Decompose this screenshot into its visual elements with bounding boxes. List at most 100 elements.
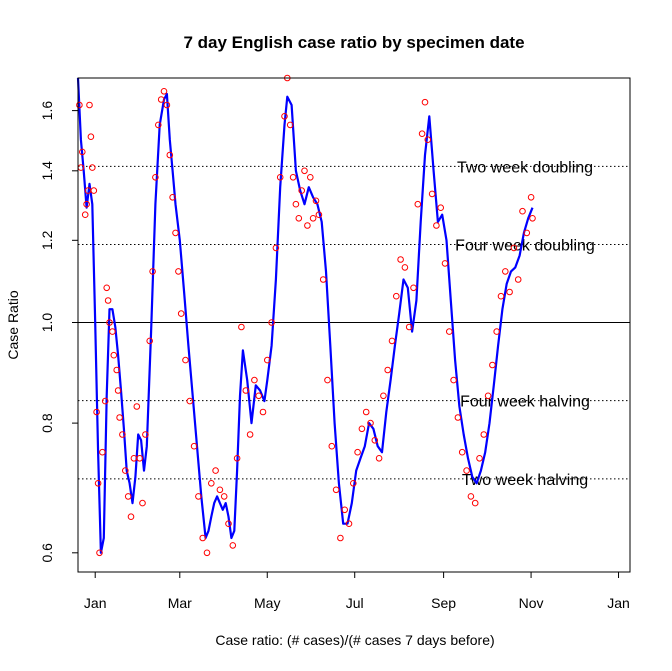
data-point — [301, 167, 308, 175]
data-point — [104, 297, 112, 304]
data-point — [203, 549, 211, 557]
data-point — [81, 211, 89, 218]
data-point — [437, 204, 445, 211]
y-tick-label: 0.6 — [39, 543, 55, 563]
data-point — [476, 455, 483, 462]
data-point — [90, 187, 98, 194]
data-point — [116, 414, 123, 421]
data-point — [307, 174, 314, 181]
y-axis-label: Case Ratio — [5, 290, 21, 359]
data-point — [238, 323, 245, 331]
x-tick-label: Sep — [431, 595, 456, 611]
data-point — [350, 480, 357, 487]
data-point — [519, 207, 526, 215]
data-point — [216, 486, 224, 494]
data-point — [312, 197, 320, 205]
reference-lines — [78, 165, 630, 480]
x-axis-label: Case ratio: (# cases)/(# cases 7 days be… — [215, 632, 494, 648]
x-tick-label: Jul — [346, 595, 364, 611]
data-point — [255, 392, 263, 400]
data-point — [146, 337, 153, 345]
data-point — [463, 467, 470, 474]
data-point — [484, 392, 492, 400]
data-point — [195, 493, 202, 500]
data-point — [324, 376, 331, 384]
y-tick-label: 0.8 — [39, 413, 55, 433]
data-point — [458, 448, 466, 456]
data-point — [133, 403, 141, 410]
data-point — [527, 194, 535, 201]
data-point — [190, 442, 198, 450]
data-point — [388, 337, 396, 345]
data-point — [142, 431, 149, 438]
reference-line-label: Four week halving — [460, 394, 590, 411]
data-point — [393, 292, 400, 300]
data-point — [433, 222, 440, 229]
data-point — [514, 276, 522, 283]
data-point — [76, 101, 83, 109]
data-point — [405, 323, 413, 331]
data-point — [319, 276, 327, 283]
data-point — [529, 215, 536, 222]
data-point — [362, 408, 370, 416]
y-tick-label: 1.4 — [39, 161, 55, 181]
data-point — [414, 200, 422, 208]
series-line — [76, 77, 534, 554]
data-point — [177, 310, 185, 317]
data-point — [124, 493, 132, 500]
data-point — [186, 397, 194, 405]
data-point — [480, 431, 488, 438]
y-tick-label: 1.2 — [39, 230, 55, 250]
data-point — [298, 187, 306, 194]
data-point — [166, 151, 174, 159]
x-tick-label: Nov — [519, 595, 544, 611]
data-point — [328, 442, 336, 450]
plot-frame — [77, 77, 631, 573]
data-point — [337, 534, 344, 542]
data-point — [358, 425, 366, 433]
data-point — [89, 164, 96, 171]
data-point — [136, 455, 143, 462]
data-point — [87, 133, 95, 140]
data-point — [454, 414, 462, 421]
data-point — [99, 448, 106, 456]
data-point — [272, 244, 280, 252]
data-point — [175, 268, 182, 275]
data-point — [502, 268, 509, 275]
data-point — [163, 101, 171, 109]
data-point — [101, 397, 109, 405]
data-point — [354, 448, 361, 456]
case-ratio-points — [76, 74, 536, 557]
data-point — [229, 542, 237, 549]
data-point — [428, 190, 436, 198]
data-point — [371, 437, 379, 444]
data-point — [103, 284, 110, 292]
data-point — [441, 260, 449, 267]
data-point — [212, 467, 219, 474]
reference-line-label: Two week halving — [462, 472, 588, 489]
data-point — [114, 387, 122, 394]
data-point — [110, 351, 118, 359]
data-point — [182, 356, 189, 364]
data-point — [152, 174, 159, 181]
data-point — [113, 366, 120, 374]
data-point — [289, 174, 297, 181]
data-point — [246, 431, 254, 438]
data-point — [96, 549, 103, 557]
data-point — [523, 229, 531, 237]
data-point — [127, 513, 135, 521]
data-point — [106, 319, 113, 326]
data-point — [157, 96, 165, 103]
data-point — [418, 130, 426, 137]
data-point — [367, 419, 374, 427]
data-point — [208, 480, 215, 487]
data-point — [384, 366, 392, 374]
x-tick-label: Jan — [607, 595, 630, 611]
data-point — [292, 200, 300, 208]
data-point — [149, 268, 156, 275]
data-point — [506, 288, 513, 296]
data-point — [225, 520, 232, 528]
data-point — [493, 328, 501, 335]
x-tick-label: Jan — [84, 595, 107, 611]
data-point — [251, 376, 258, 384]
